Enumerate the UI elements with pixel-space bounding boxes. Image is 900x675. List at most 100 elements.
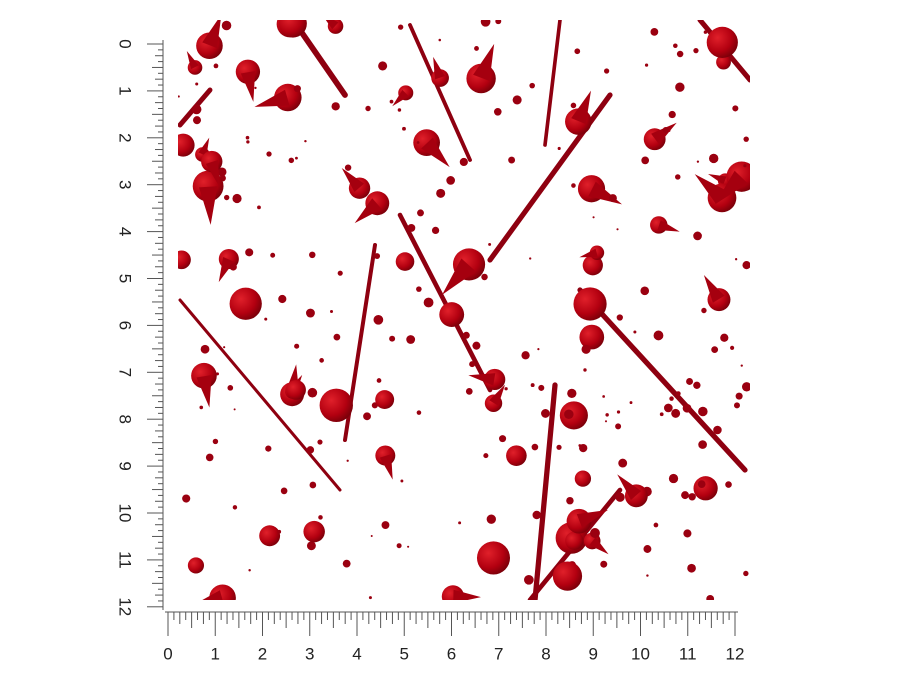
splat <box>565 531 584 550</box>
splat <box>305 308 315 318</box>
splat-tail <box>196 374 212 408</box>
splat <box>641 156 650 165</box>
splat-tail <box>218 256 235 283</box>
splat <box>293 85 301 93</box>
splat <box>307 387 318 398</box>
splat <box>248 568 251 572</box>
splat <box>716 54 731 70</box>
splat <box>538 384 545 391</box>
splat <box>706 595 715 600</box>
splat-tail <box>453 589 481 600</box>
splat <box>567 388 577 399</box>
splat <box>720 333 729 342</box>
splat-tail <box>651 122 677 145</box>
splat <box>590 528 600 538</box>
splat-tail <box>442 258 476 295</box>
splat <box>319 358 324 363</box>
swatch <box>178 20 750 600</box>
splat <box>480 20 491 27</box>
ruler-label: 4 <box>116 227 135 236</box>
splat <box>483 453 489 459</box>
splat <box>668 473 679 484</box>
splat <box>600 560 608 568</box>
splat <box>217 167 227 177</box>
splat <box>178 95 180 98</box>
splat <box>686 378 693 385</box>
splat <box>734 258 738 261</box>
ruler-label: 0 <box>163 644 172 663</box>
splat <box>458 521 462 525</box>
ruler-label: 7 <box>116 368 135 377</box>
splat <box>521 351 530 360</box>
splat <box>288 157 295 164</box>
splat <box>381 521 390 529</box>
splat <box>697 480 706 488</box>
splat <box>646 574 649 577</box>
streak <box>532 382 558 600</box>
splat <box>698 440 707 449</box>
splat <box>537 348 540 351</box>
splat-tail <box>341 167 365 193</box>
splat <box>304 139 307 143</box>
splat <box>592 216 595 219</box>
splat <box>524 574 534 585</box>
splat <box>286 379 306 400</box>
ruler-label: 0 <box>116 39 135 48</box>
splat <box>743 570 749 577</box>
splat <box>199 405 204 410</box>
streak <box>297 27 348 98</box>
splat <box>571 183 576 188</box>
ruler-label: 5 <box>116 274 135 283</box>
splat <box>182 494 191 503</box>
splat <box>331 102 340 111</box>
splat <box>725 481 732 488</box>
splat <box>431 226 440 235</box>
ruler-label: 5 <box>400 644 409 663</box>
splat <box>309 481 317 489</box>
splat-tail <box>579 248 598 258</box>
splat <box>264 317 268 321</box>
splat <box>472 341 481 350</box>
splat <box>423 297 434 308</box>
splat-tail <box>489 384 506 406</box>
splat <box>682 403 692 413</box>
splat <box>706 26 738 58</box>
splat <box>407 223 416 232</box>
splat-tail <box>694 174 728 204</box>
splat <box>221 20 232 31</box>
splat <box>344 164 352 171</box>
ruler-label: 8 <box>541 644 550 663</box>
splat <box>486 514 496 524</box>
ruler-label: 9 <box>116 461 135 470</box>
splat <box>615 423 622 430</box>
splat <box>602 395 605 398</box>
splat-tail <box>571 90 591 125</box>
splat-tail <box>205 160 220 188</box>
splat <box>330 310 334 314</box>
splat-tail <box>421 137 450 168</box>
splat <box>245 248 254 257</box>
splat-tail <box>325 20 339 30</box>
splat <box>512 95 522 105</box>
streak <box>178 298 342 492</box>
splat <box>616 228 619 231</box>
splat <box>459 157 468 167</box>
ruler-label: 10 <box>116 504 135 523</box>
splat <box>688 493 696 501</box>
splat <box>693 476 718 501</box>
splat <box>178 133 195 157</box>
splat <box>396 543 402 549</box>
splat <box>608 194 617 203</box>
splat <box>495 20 502 25</box>
splat <box>582 255 603 276</box>
streak <box>408 23 472 162</box>
splat <box>346 459 349 462</box>
splat <box>711 346 719 354</box>
streak <box>577 287 748 473</box>
splat <box>266 151 272 157</box>
splat <box>395 252 415 271</box>
splat <box>683 529 692 538</box>
splat <box>566 496 574 505</box>
splat <box>701 307 707 314</box>
splat <box>365 105 371 112</box>
